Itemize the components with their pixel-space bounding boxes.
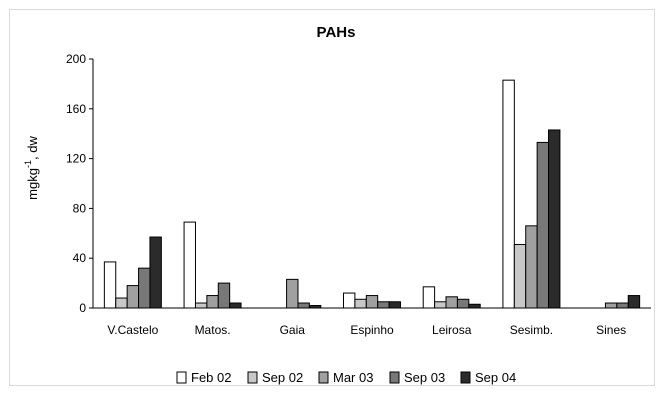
bar <box>445 296 458 309</box>
x-tick-label: V.Castelo <box>107 323 158 337</box>
legend-label: Mar 03 <box>333 370 373 385</box>
legend: Feb 02 Sep 02 Mar 03 Sep 03 Sep 04 <box>176 370 516 385</box>
legend-label: Sep 03 <box>404 370 445 385</box>
bar <box>343 292 356 309</box>
bar <box>456 298 470 309</box>
bar <box>103 261 117 309</box>
y-tick-label: 0 <box>79 301 86 315</box>
x-axis: V.Castelo Matos. Gaia Espinho Leirosa Sesimb.… <box>107 323 626 337</box>
x-tick-label: Sesimb. <box>510 323 553 337</box>
bar <box>194 302 208 309</box>
bar <box>604 302 618 309</box>
bars <box>103 79 641 309</box>
bar <box>502 79 515 309</box>
bar <box>377 301 390 309</box>
y-tick-label: 40 <box>73 251 87 265</box>
bar <box>525 225 538 309</box>
legend-swatch <box>389 371 400 384</box>
bar <box>217 282 231 309</box>
y-tick-label: 200 <box>66 52 86 66</box>
legend-swatch <box>247 371 258 384</box>
bar <box>468 303 481 309</box>
x-tick-label: Sines <box>596 323 626 337</box>
bar <box>365 295 379 309</box>
bar <box>115 297 128 309</box>
bar <box>422 286 436 309</box>
y-tick-label: 120 <box>66 152 86 166</box>
x-tick-label: Gaia <box>280 323 306 337</box>
chart-title: PAHs <box>317 24 356 41</box>
bar <box>513 244 527 309</box>
legend-label: Sep 04 <box>475 370 516 385</box>
legend-swatch <box>318 371 329 384</box>
y-axis-label: mgkg-1, dw <box>23 136 40 200</box>
bar <box>126 285 140 309</box>
legend-swatch <box>176 371 187 384</box>
legend-label: Sep 02 <box>262 370 303 385</box>
bar <box>149 236 162 309</box>
bar <box>206 295 219 309</box>
bar <box>138 267 151 309</box>
x-tick-label: Matos. <box>195 323 231 337</box>
bar <box>434 301 447 309</box>
axes <box>92 59 651 309</box>
bar <box>388 301 402 309</box>
x-tick-label: Leirosa <box>432 323 472 337</box>
bar <box>354 298 367 309</box>
y-axis: 0 40 80 120 160 200 <box>66 52 93 315</box>
bar <box>183 221 196 309</box>
chart-frame <box>9 9 655 386</box>
y-tick-label: 80 <box>73 201 87 215</box>
legend-swatch <box>460 371 471 384</box>
bar <box>548 129 561 309</box>
bar <box>627 295 641 309</box>
bar <box>297 302 310 309</box>
bar <box>229 302 242 309</box>
x-tick-label: Espinho <box>350 323 394 337</box>
legend-label: Feb 02 <box>191 370 231 385</box>
bar <box>536 141 550 309</box>
bar <box>616 302 629 309</box>
bar <box>286 278 299 309</box>
y-tick-label: 160 <box>66 102 86 116</box>
